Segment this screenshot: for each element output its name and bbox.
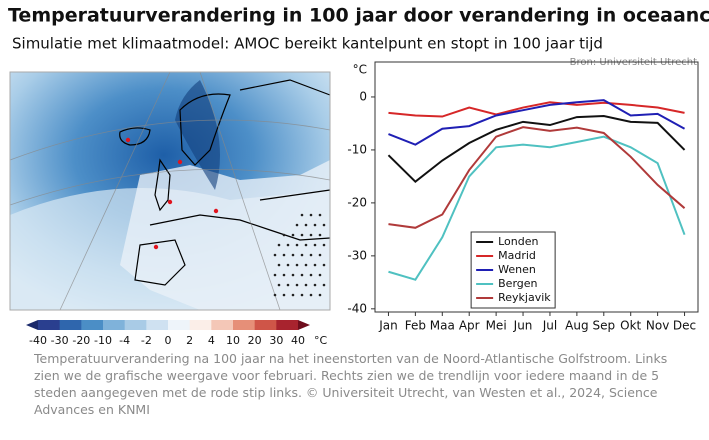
x-tick-label: Maa	[430, 319, 455, 333]
x-tick-label: Apr	[459, 319, 480, 333]
colorbar: -40 -30 -20 -10 -4 -2 0 2 4 10 20 30 40 °C	[26, 320, 328, 347]
colorbar-tick-label: -4	[119, 334, 130, 347]
colorbar-tick-label: 4	[208, 334, 215, 347]
series-line	[388, 99, 686, 146]
colorbar-tick-label: 2	[186, 334, 193, 347]
colorbar-tick-label: 30	[269, 334, 283, 347]
colorbar-segment	[254, 320, 277, 330]
legend-label: Madrid	[498, 249, 536, 262]
colorbar-tick-label: 0	[165, 334, 172, 347]
colorbar-segment	[146, 320, 169, 330]
caption: Temperatuurverandering na 100 jaar na he…	[34, 351, 668, 417]
legend-label: Reykjavik	[498, 291, 551, 304]
x-tick-label: Jul	[542, 319, 557, 333]
y-tick-label: -10	[347, 142, 367, 156]
subtitle: Simulatie met klimaatmodel: AMOC bereikt…	[12, 35, 603, 53]
x-tick-label: Okt	[620, 319, 641, 333]
x-tick-label: Aug	[565, 319, 588, 333]
colorbar-segment	[81, 320, 104, 330]
colorbar-segment	[168, 320, 191, 330]
colorbar-segment	[124, 320, 147, 330]
series-line	[387, 115, 686, 184]
colorbar-end	[298, 320, 310, 330]
colorbar-segment	[276, 320, 299, 330]
x-tick-label: Mei	[486, 319, 507, 333]
x-tick-label: Jan	[378, 319, 398, 333]
colorbar-segment	[211, 320, 234, 330]
colorbar-tick-label: -30	[51, 334, 69, 347]
legend-label: Londen	[498, 235, 538, 248]
series-line	[388, 101, 685, 118]
colorbar-tick-label: -10	[94, 334, 112, 347]
colorbar-segment	[59, 320, 82, 330]
y-tick-label: 0	[359, 89, 367, 103]
map	[9, 71, 331, 311]
colorbar-tick-label: -2	[141, 334, 152, 347]
colorbar-segment	[233, 320, 256, 330]
x-tick-label: Jun	[513, 319, 533, 333]
line-chart: °C 0 -10 -20 -30 -40 Jan Feb Maa Apr Mei Jun Jul Aug S…	[347, 61, 699, 333]
y-axis-label: °C	[353, 63, 367, 77]
series-line	[388, 135, 686, 281]
colorbar-tick-label: 20	[248, 334, 262, 347]
x-tick-label: Dec	[673, 319, 696, 333]
title: Temperatuurverandering in 100 jaar door …	[8, 5, 709, 27]
legend-label: Wenen	[498, 263, 536, 276]
colorbar-tick-label: -40	[29, 334, 47, 347]
x-tick-label: Feb	[405, 319, 426, 333]
caption-box: Temperatuurverandering na 100 jaar na he…	[34, 351, 668, 417]
legend-label: Bergen	[498, 277, 537, 290]
colorbar-end	[26, 320, 38, 330]
colorbar-segment	[38, 320, 61, 330]
colorbar-tick-label: -20	[72, 334, 90, 347]
colorbar-unit: °C	[314, 334, 328, 347]
colorbar-tick-label: 10	[226, 334, 240, 347]
series-line	[388, 126, 686, 229]
x-tick-label: Sep	[592, 319, 615, 333]
y-tick-label: -40	[347, 301, 367, 315]
colorbar-tick-label: 40	[291, 334, 305, 347]
x-tick-label: Nov	[646, 319, 669, 333]
y-tick-label: -20	[347, 195, 367, 209]
y-tick-label: -30	[347, 248, 367, 262]
colorbar-segment	[103, 320, 126, 330]
colorbar-segment	[189, 320, 212, 330]
plot-frame	[374, 61, 699, 313]
